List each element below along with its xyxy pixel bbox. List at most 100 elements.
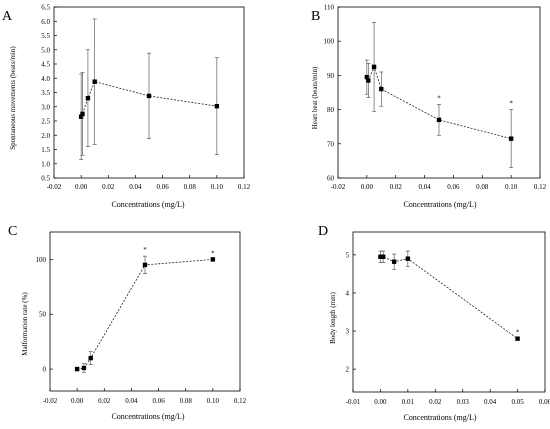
x-tick-label-b: 0.08: [476, 183, 489, 191]
data-point-b: [366, 78, 371, 83]
x-tick-label-a: 0.00: [75, 183, 88, 191]
data-point-a: [78, 114, 84, 119]
panel-label-a: A: [2, 9, 13, 24]
x-tick-label-a: 0.12: [238, 183, 251, 191]
data-point-b: [364, 74, 370, 80]
x-tick-label-c: 0.06: [152, 397, 165, 405]
data-point-a: [92, 79, 97, 84]
x-tick-label-b: 0.10: [505, 183, 518, 191]
x-tick-label-b: 0.04: [418, 183, 431, 191]
x-axis-label-c: Concentrations (mg/L): [111, 412, 184, 421]
y-tick-label-c: 100: [36, 256, 47, 264]
significance-marker-b: *: [509, 100, 513, 108]
y-tick-label-b: 80: [327, 106, 335, 114]
y-tick-label-a: 1.0: [41, 160, 50, 168]
x-tick-label-d: 0.03: [457, 398, 470, 406]
x-tick-label-b: 0.12: [534, 183, 547, 191]
x-axis-label-b: Concentrations (mg/L): [403, 200, 476, 209]
panel-d: D Concentrations (mg/L) Body length (mm)…: [318, 224, 550, 422]
panel-a: A Concentrations (mg/L) Spontaneous move…: [2, 4, 251, 210]
x-tick-label-b: 0.02: [390, 183, 403, 191]
y-tick-label-a: 1.5: [41, 146, 50, 154]
x-tick-label-a: 0.08: [184, 183, 197, 191]
y-axis-label-c: Malformation rate (%): [21, 292, 29, 356]
series-line-a: [80, 81, 217, 117]
data-point-b: [379, 86, 384, 92]
x-tick-label-d: -0.01: [346, 398, 361, 406]
series-line-d: [380, 256, 518, 339]
x-tick-label-b: 0.00: [361, 183, 374, 191]
y-tick-label-a: 0.5: [41, 175, 50, 183]
panel-label-d: D: [318, 224, 328, 239]
y-tick-label-d: 3: [346, 328, 350, 336]
y-axis-label-a: Spontaneous movements (beats/min): [9, 46, 17, 150]
data-point-d: [380, 254, 386, 259]
y-tick-label-b: 60: [327, 175, 335, 183]
significance-marker-c: *: [211, 249, 215, 257]
data-point-c: [142, 262, 148, 268]
x-tick-label-c: 0.12: [234, 397, 247, 405]
significance-marker-d: *: [516, 329, 520, 337]
y-tick-label-c: 0: [43, 366, 47, 374]
series-line-c: [77, 259, 213, 370]
y-tick-label-a: 2.5: [41, 118, 50, 126]
data-point-b: [436, 117, 442, 123]
y-tick-label-d: 2: [346, 366, 350, 374]
plot-frame-d: [352, 231, 546, 393]
y-tick-label-c: 50: [39, 311, 47, 319]
data-point-d: [515, 336, 520, 341]
panel-label-c: C: [8, 224, 17, 239]
x-tick-label-b: -0.02: [331, 183, 346, 191]
data-point-a: [85, 96, 91, 101]
x-tick-label-c: -0.02: [43, 397, 58, 405]
data-point-c: [81, 365, 87, 371]
data-point-a: [146, 93, 152, 99]
data-point-c: [88, 355, 93, 361]
x-tick-label-d: 0.05: [511, 398, 524, 406]
data-point-b: [508, 136, 514, 141]
x-tick-label-c: 0.10: [207, 397, 220, 405]
data-point-d: [378, 254, 383, 259]
x-tick-label-d: 0.01: [402, 398, 415, 406]
data-point-c: [210, 257, 216, 262]
panel-label-b: B: [311, 9, 320, 24]
y-tick-label-b: 100: [324, 38, 335, 46]
x-tick-label-a: 0.04: [129, 183, 142, 191]
x-tick-label-c: 0.02: [98, 397, 111, 405]
x-tick-label-d: 0.02: [429, 398, 442, 406]
x-axis-label-d: Concentrations (mg/L): [403, 413, 476, 422]
y-axis-label-b: Heart beat (beats/min): [311, 66, 319, 129]
plot-frame-c: [49, 231, 241, 392]
y-tick-label-a: 5.0: [41, 46, 50, 54]
x-tick-label-c: 0.04: [125, 397, 138, 405]
x-tick-label-d: 0.04: [484, 398, 497, 406]
x-tick-label-a: -0.02: [47, 183, 62, 191]
x-axis-label-a: Concentrations (mg/L): [111, 200, 184, 209]
x-tick-label-c: 0.00: [71, 397, 84, 405]
data-point-a: [80, 111, 85, 117]
data-point-a: [214, 103, 220, 109]
x-tick-label-c: 0.08: [180, 397, 193, 405]
significance-marker-b: *: [437, 94, 441, 102]
y-tick-label-a: 6.0: [41, 18, 50, 26]
y-tick-label-b: 110: [324, 4, 335, 12]
significance-marker-c: *: [143, 246, 147, 254]
y-tick-label-a: 2.0: [41, 132, 50, 140]
y-tick-label-b: 90: [327, 72, 335, 80]
panel-c: C Concentrations (mg/L) Malformation rat…: [8, 224, 247, 421]
x-tick-label-a: 0.06: [156, 183, 169, 191]
series-line-b: [366, 65, 512, 140]
y-tick-label-a: 3.0: [41, 103, 50, 111]
y-tick-label-b: 70: [327, 140, 335, 148]
y-axis-label-d: Body length (mm): [329, 291, 337, 343]
y-tick-label-a: 4.5: [41, 61, 50, 69]
x-tick-label-a: 0.10: [211, 183, 224, 191]
y-tick-label-a: 6.5: [41, 4, 50, 12]
x-tick-label-d: 0.00: [374, 398, 387, 406]
x-tick-label-b: 0.06: [447, 183, 460, 191]
x-tick-label-a: 0.02: [102, 183, 115, 191]
data-point-c: [74, 366, 80, 372]
y-tick-label-d: 5: [346, 251, 350, 259]
y-tick-label-d: 4: [346, 289, 350, 297]
